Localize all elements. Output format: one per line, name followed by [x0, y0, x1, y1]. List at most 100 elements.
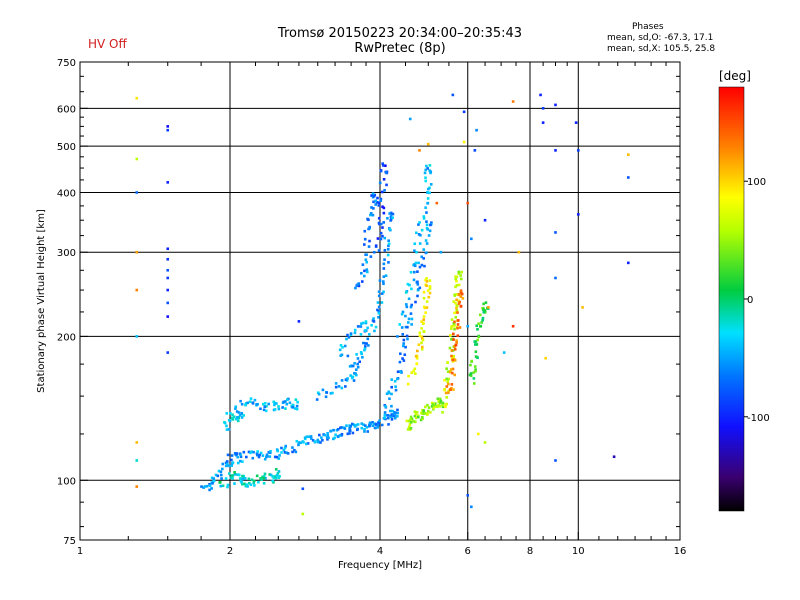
- echo-point: [278, 454, 281, 457]
- echo-point: [541, 121, 545, 124]
- echo-point: [346, 354, 350, 358]
- echo-point: [377, 221, 381, 225]
- echo-point: [363, 269, 366, 273]
- echo-point: [371, 213, 375, 217]
- echo-point: [422, 318, 425, 321]
- echo-point: [262, 482, 266, 485]
- echo-point: [333, 436, 336, 440]
- echo-point: [241, 482, 244, 486]
- echo-point: [427, 234, 431, 237]
- colorbar-unit-label: [deg]: [719, 69, 751, 83]
- echo-point: [458, 300, 461, 304]
- echo-point: [410, 317, 414, 321]
- echo-point: [420, 263, 424, 267]
- echo-point: [445, 385, 449, 388]
- echo-point: [364, 321, 368, 325]
- echo-point: [441, 401, 445, 405]
- echo-point: [166, 181, 170, 184]
- echo-point: [301, 487, 305, 491]
- echo-point: [385, 392, 389, 396]
- echo-point: [452, 300, 456, 303]
- echo-point: [427, 187, 430, 191]
- echo-point: [263, 401, 267, 405]
- echo-point: [387, 244, 390, 248]
- echo-point: [438, 397, 442, 401]
- echo-point: [316, 438, 320, 442]
- echo-point: [240, 411, 243, 415]
- echo-point: [245, 455, 248, 459]
- echo-point: [255, 452, 259, 455]
- echo-point: [389, 211, 393, 215]
- echo-point: [413, 410, 417, 414]
- echo-point: [423, 306, 427, 310]
- echo-point: [409, 415, 413, 419]
- echo-point: [451, 367, 455, 371]
- echo-point: [334, 382, 338, 385]
- echo-point: [475, 343, 479, 346]
- echo-point: [441, 403, 444, 407]
- echo-point: [432, 404, 436, 408]
- echo-point: [374, 426, 377, 430]
- echo-point: [388, 397, 391, 401]
- echo-point: [408, 423, 412, 426]
- echo-point: [234, 405, 238, 408]
- echo-point: [303, 436, 307, 440]
- echo-point: [396, 370, 400, 374]
- echo-point: [353, 425, 357, 428]
- echo-point: [221, 467, 224, 471]
- echo-point: [451, 360, 455, 363]
- echo-point: [426, 142, 430, 146]
- echo-point: [415, 250, 418, 254]
- echo-point: [429, 411, 432, 414]
- echo-point: [350, 364, 353, 368]
- echo-point: [451, 93, 455, 97]
- echo-point: [466, 201, 470, 205]
- echo-point: [416, 349, 419, 353]
- echo-point: [459, 304, 463, 308]
- echo-point: [474, 350, 478, 354]
- echo-point: [326, 433, 330, 437]
- echo-point: [406, 382, 410, 386]
- echo-point: [554, 149, 557, 152]
- echo-point: [295, 404, 299, 408]
- echo-point: [612, 455, 616, 459]
- echo-point: [450, 318, 454, 321]
- echo-point: [273, 455, 277, 459]
- echo-point: [348, 432, 351, 435]
- echo-point: [239, 477, 242, 480]
- echo-point: [456, 311, 459, 314]
- echo-point: [423, 171, 427, 175]
- echo-point: [451, 358, 454, 362]
- echo-point: [307, 435, 311, 439]
- echo-point: [422, 257, 425, 260]
- echo-point: [385, 170, 388, 174]
- echo-point: [264, 409, 268, 413]
- echo-point: [345, 424, 348, 427]
- echo-point: [371, 421, 374, 424]
- echo-point: [462, 110, 466, 114]
- echo-point: [422, 248, 426, 251]
- echo-point: [383, 411, 387, 414]
- echo-point: [272, 400, 276, 404]
- echo-point: [416, 280, 419, 284]
- echo-point: [368, 333, 371, 336]
- echo-point: [200, 485, 203, 488]
- y-tick-label: 200: [57, 332, 76, 343]
- echo-point: [210, 476, 214, 480]
- echo-point: [410, 323, 413, 326]
- echo-point: [379, 169, 383, 173]
- echo-point: [226, 462, 229, 466]
- echo-point: [237, 473, 241, 477]
- echo-point: [424, 239, 428, 242]
- echo-point: [433, 403, 437, 406]
- echo-point: [450, 338, 453, 341]
- echo-point: [368, 239, 371, 243]
- echo-point: [416, 283, 420, 286]
- echo-point: [375, 200, 379, 204]
- echo-point: [405, 303, 408, 306]
- echo-point: [369, 213, 372, 217]
- echo-point: [363, 348, 366, 352]
- echo-point: [249, 451, 252, 455]
- echo-point: [418, 149, 421, 152]
- echo-point: [354, 286, 357, 290]
